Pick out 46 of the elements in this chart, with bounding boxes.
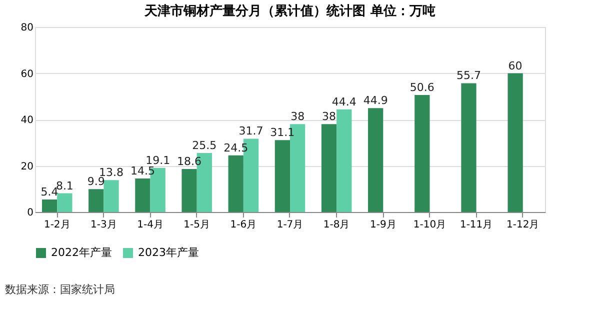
data-label: 50.6: [410, 80, 434, 94]
x-tick-label: 1-10月: [413, 220, 446, 230]
data-label: 25.5: [192, 139, 217, 152]
data-label: 19.1: [146, 154, 170, 167]
data-label: 8.1: [56, 179, 74, 192]
y-tick-label: 80: [20, 22, 34, 34]
x-tick-label: 1-5月: [184, 220, 210, 230]
y-tick-label: 40: [20, 115, 34, 126]
x-tick-label: 1-11月: [460, 220, 493, 230]
x-tick-label: 1-9月: [370, 220, 396, 230]
data-label: 9.9: [87, 175, 105, 188]
x-tick-label: 1-12月: [506, 220, 540, 230]
bar: [508, 73, 523, 212]
bar: [182, 168, 197, 212]
bar: [135, 178, 150, 212]
data-label: 60: [508, 59, 522, 72]
data-label: 44.9: [363, 94, 388, 108]
y-tick-label: 0: [27, 208, 34, 218]
data-label: 38: [290, 110, 305, 124]
data-label: 55.7: [456, 69, 481, 82]
bar: [104, 180, 119, 212]
bar: [42, 200, 58, 212]
legend-label: 2022年产量: [51, 246, 112, 259]
data-label: 44.4: [332, 95, 356, 108]
y-tick-label: 20: [20, 161, 34, 172]
bar: [57, 193, 72, 212]
x-tick-label: 1-7月: [276, 220, 304, 230]
bar: [368, 108, 384, 212]
data-label: 38: [322, 110, 336, 124]
data-label: 31.7: [238, 124, 264, 138]
bar: [336, 109, 352, 212]
x-tick-label: 1-8月: [323, 220, 350, 230]
legend-label: 2023年产量: [138, 246, 199, 259]
x-tick-label: 1-3月: [90, 220, 117, 230]
bar: [274, 140, 290, 212]
source-note: 数据来源：国家统计局: [5, 283, 115, 296]
x-tick-label: 1-2月: [44, 220, 70, 230]
bar: [461, 83, 476, 212]
bar: [414, 94, 430, 212]
bar: [88, 189, 104, 212]
bar: [228, 155, 244, 212]
bar: [321, 124, 337, 212]
chart-title: 天津市铜材产量分月（累计值）统计图 单位：万吨: [144, 3, 436, 19]
y-tick-label: 60: [20, 68, 34, 80]
x-tick-label: 1-4月: [137, 220, 164, 230]
x-tick-label: 1-6月: [230, 220, 257, 230]
